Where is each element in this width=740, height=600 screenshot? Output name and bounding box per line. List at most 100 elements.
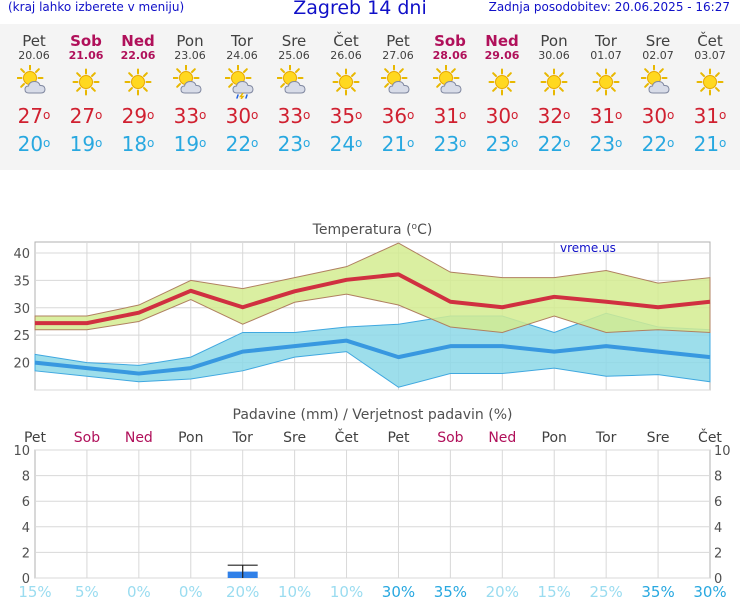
day-label: Pon xyxy=(178,430,203,446)
max-temperature-value: 32 xyxy=(537,104,564,128)
min-temperature: 21o xyxy=(684,132,736,156)
forecast-day: Tor 24.06 30o 22o xyxy=(216,33,268,173)
max-temperature: 27o xyxy=(60,104,112,128)
degree-symbol: o xyxy=(303,108,311,122)
max-temperature-value: 31 xyxy=(589,104,616,128)
precipitation-probability: 0% xyxy=(179,583,203,600)
location-menu-hint[interactable]: (kraj lahko izberete v meniju) xyxy=(8,0,185,14)
min-temperature-value: 20 xyxy=(17,132,44,156)
precipitation-probability: 30% xyxy=(693,583,726,600)
max-temperature: 30o xyxy=(216,104,268,128)
day-label: Tor xyxy=(231,430,253,446)
max-temperature-value: 33 xyxy=(173,104,200,128)
sun-icon xyxy=(488,68,516,96)
precipitation-chart: Padavine (mm) / Verjetnost padavin (%) Pe… xyxy=(13,407,730,600)
day-name: Pet xyxy=(386,32,410,50)
day-date: 01.07 xyxy=(590,49,622,62)
max-temperature: 31o xyxy=(684,104,736,128)
max-temperature-value: 27 xyxy=(69,104,96,128)
forecast-band xyxy=(0,24,740,170)
forecast-day: Pet 27.06 36o 21o xyxy=(372,33,424,173)
day-date: 22.06 xyxy=(120,49,156,62)
degree-symbol: o xyxy=(147,108,155,122)
sun-icon xyxy=(72,68,100,96)
sun-icon xyxy=(696,68,724,96)
day-label: Ned xyxy=(488,430,516,446)
y-tick-label-left: 10 xyxy=(13,444,30,459)
min-temperature-value: 19 xyxy=(173,132,200,156)
y-tick-label-left: 8 xyxy=(22,470,30,485)
forecast-day: Pon 23.06 33o 19o xyxy=(164,33,216,173)
y-tick-label-left: 0 xyxy=(22,572,30,587)
day-date: 02.07 xyxy=(642,49,674,62)
sun-cloud-icon xyxy=(173,65,202,94)
forecast-day: Sre 25.06 33o 23o xyxy=(268,33,320,173)
precipitation-range xyxy=(227,564,258,578)
degree-symbol: o xyxy=(199,108,207,122)
day-name: Čet xyxy=(697,32,723,50)
y-tick-label-left: 6 xyxy=(22,495,30,510)
day-name: Sre xyxy=(645,32,671,50)
sun-cloud-icon xyxy=(641,65,670,94)
watermark: vreme.us xyxy=(560,241,616,255)
min-temperature-value: 24 xyxy=(329,132,356,156)
max-temperature: 33o xyxy=(268,104,320,128)
max-temperature-value: 30 xyxy=(225,104,252,128)
degree-symbol: o xyxy=(147,136,155,150)
max-temperature-value: 30 xyxy=(485,104,512,128)
precipitation-probability: 35% xyxy=(641,583,674,600)
min-temperature: 23o xyxy=(580,132,632,156)
min-temperature: 23o xyxy=(268,132,320,156)
min-temperature-value: 23 xyxy=(277,132,304,156)
sun-icon xyxy=(332,68,360,96)
day-label: Sre xyxy=(283,430,306,446)
day-name: Ned xyxy=(121,32,155,50)
max-temperature-value: 29 xyxy=(121,104,148,128)
min-temperature: 20o xyxy=(8,132,60,156)
last-update: Zadnja posodobitev: 20.06.2025 - 16:27 xyxy=(488,0,730,14)
forecast-day: Čet 03.07 31o 21o xyxy=(684,33,736,173)
max-temperature: 31o xyxy=(580,104,632,128)
day-label: Sob xyxy=(74,430,100,446)
degree-symbol: o xyxy=(563,108,571,122)
degree-symbol: o xyxy=(615,108,623,122)
forecast-day: Sre 02.07 30o 22o xyxy=(632,33,684,173)
max-temperature: 36o xyxy=(372,104,424,128)
min-temperature-line xyxy=(34,338,711,376)
precipitation-probability: 15% xyxy=(18,583,51,600)
day-date: 03.07 xyxy=(694,49,726,62)
sun-cloud-icon xyxy=(17,65,46,94)
degree-symbol: o xyxy=(407,136,415,150)
max-temperature: 27o xyxy=(8,104,60,128)
day-label: Sre xyxy=(647,430,670,446)
max-temperature: 33o xyxy=(164,104,216,128)
forecast-day: Čet 26.06 35o 24o xyxy=(320,33,372,173)
min-temperature: 23o xyxy=(424,132,476,156)
day-date: 21.06 xyxy=(68,49,104,62)
day-date: 24.06 xyxy=(226,49,258,62)
forecast-days: Pet 20.06 27o 20o Sob 21.06 27o 19o Ned 22.06 29o 1… xyxy=(8,33,736,173)
chart-title-unit: C) xyxy=(417,222,432,238)
max-temperature-value: 30 xyxy=(641,104,668,128)
degree-symbol: o xyxy=(43,108,51,122)
forecast-day: Pet 20.06 27o 20o xyxy=(8,33,60,173)
y-tick-label-right: 2 xyxy=(714,546,722,561)
min-temperature: 24o xyxy=(320,132,372,156)
y-tick-label: 30 xyxy=(13,302,30,317)
y-tick-label-right: 6 xyxy=(714,495,722,510)
max-temperature-value: 36 xyxy=(381,104,408,128)
max-temperature: 29o xyxy=(112,104,164,128)
max-temperature-value: 35 xyxy=(329,104,356,128)
day-label: Sob xyxy=(437,430,463,446)
min-temperature: 22o xyxy=(528,132,580,156)
max-temperature: 31o xyxy=(424,104,476,128)
degree-symbol: o xyxy=(511,108,519,122)
day-date: 23.06 xyxy=(174,49,206,62)
y-tick-label-right: 8 xyxy=(714,470,722,485)
min-temperature: 22o xyxy=(216,132,268,156)
degree-symbol: o xyxy=(511,136,519,150)
chart-title-text: Temperatura ( xyxy=(312,222,412,238)
forecast-day: Pon 30.06 32o 22o xyxy=(528,33,580,173)
chart-title: Padavine (mm) / Verjetnost padavin (%) xyxy=(233,407,513,423)
precipitation-probability: 10% xyxy=(278,583,311,600)
